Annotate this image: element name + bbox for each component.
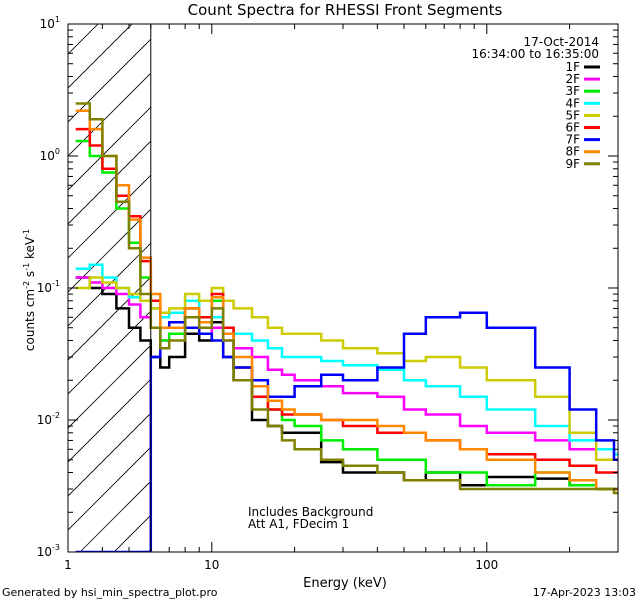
y-axis-label: counts cm-2 s-1 keV-1 <box>22 229 37 351</box>
time-range-label: 16:34:00 to 16:35:00 <box>472 47 599 61</box>
x-tick-label: 10 <box>204 558 219 572</box>
hatch-line <box>68 106 151 191</box>
hatch-line <box>68 446 151 531</box>
hatch-line <box>68 208 151 293</box>
x-edge-tick-label: 1 <box>64 558 72 572</box>
hatch-line <box>68 174 151 259</box>
legend-label-3F: 3F <box>565 84 580 98</box>
legend-label-8F: 8F <box>565 145 580 159</box>
x-tick-label: 100 <box>475 558 498 572</box>
y-tick-label: 10-1 <box>37 279 60 295</box>
legend-label-1F: 1F <box>565 60 580 74</box>
timestamp-label: 17-Apr-2023 13:03 <box>533 586 636 599</box>
legend-label-5F: 5F <box>565 108 580 122</box>
hatch-line <box>284 0 640 552</box>
hatch-line <box>68 72 151 157</box>
hatch-line <box>68 24 99 55</box>
hatch-line <box>68 242 151 327</box>
y-tick-label: 100 <box>40 147 60 163</box>
series-line-9F <box>75 102 618 495</box>
x-ticks: 10 100 <box>67 24 619 572</box>
hatch-line <box>0 0 96 552</box>
hatch-line <box>68 378 151 463</box>
hatch-line <box>68 412 151 497</box>
legend-label-9F: 9F <box>565 157 580 171</box>
y-tick-label: 10-2 <box>37 411 60 427</box>
note-attenuator: Att A1, FDecim 1 <box>248 517 349 531</box>
x-axis-label: Energy (keV) <box>303 576 387 591</box>
hatch-line <box>250 0 640 552</box>
hatch-line <box>68 344 151 429</box>
chart-title: Count Spectra for RHESSI Front Segments <box>188 1 503 19</box>
legend-label-6F: 6F <box>565 121 580 135</box>
y-tick-label: 101 <box>40 15 60 31</box>
date-label: 17-Oct-2014 <box>523 35 599 49</box>
legend-label-2F: 2F <box>565 72 580 86</box>
hatch-line <box>68 38 151 123</box>
series-line-3F <box>75 139 618 491</box>
hatch-line <box>68 276 151 361</box>
hatch-region <box>0 0 640 552</box>
legend-label-4F: 4F <box>565 96 580 110</box>
series-layer <box>75 102 618 552</box>
legend-label-7F: 7F <box>565 133 580 147</box>
y-ticks: 10-3 10-2 10-1 100 101 <box>37 15 618 559</box>
note-background: Includes Background <box>248 505 373 519</box>
hatch-line <box>68 310 151 395</box>
hatch-line <box>68 24 133 89</box>
y-tick-label: 10-3 <box>37 543 60 559</box>
generated-by-label: Generated by hsi_min_spectra_plot.pro <box>2 586 218 599</box>
hatch-line <box>79 480 151 552</box>
